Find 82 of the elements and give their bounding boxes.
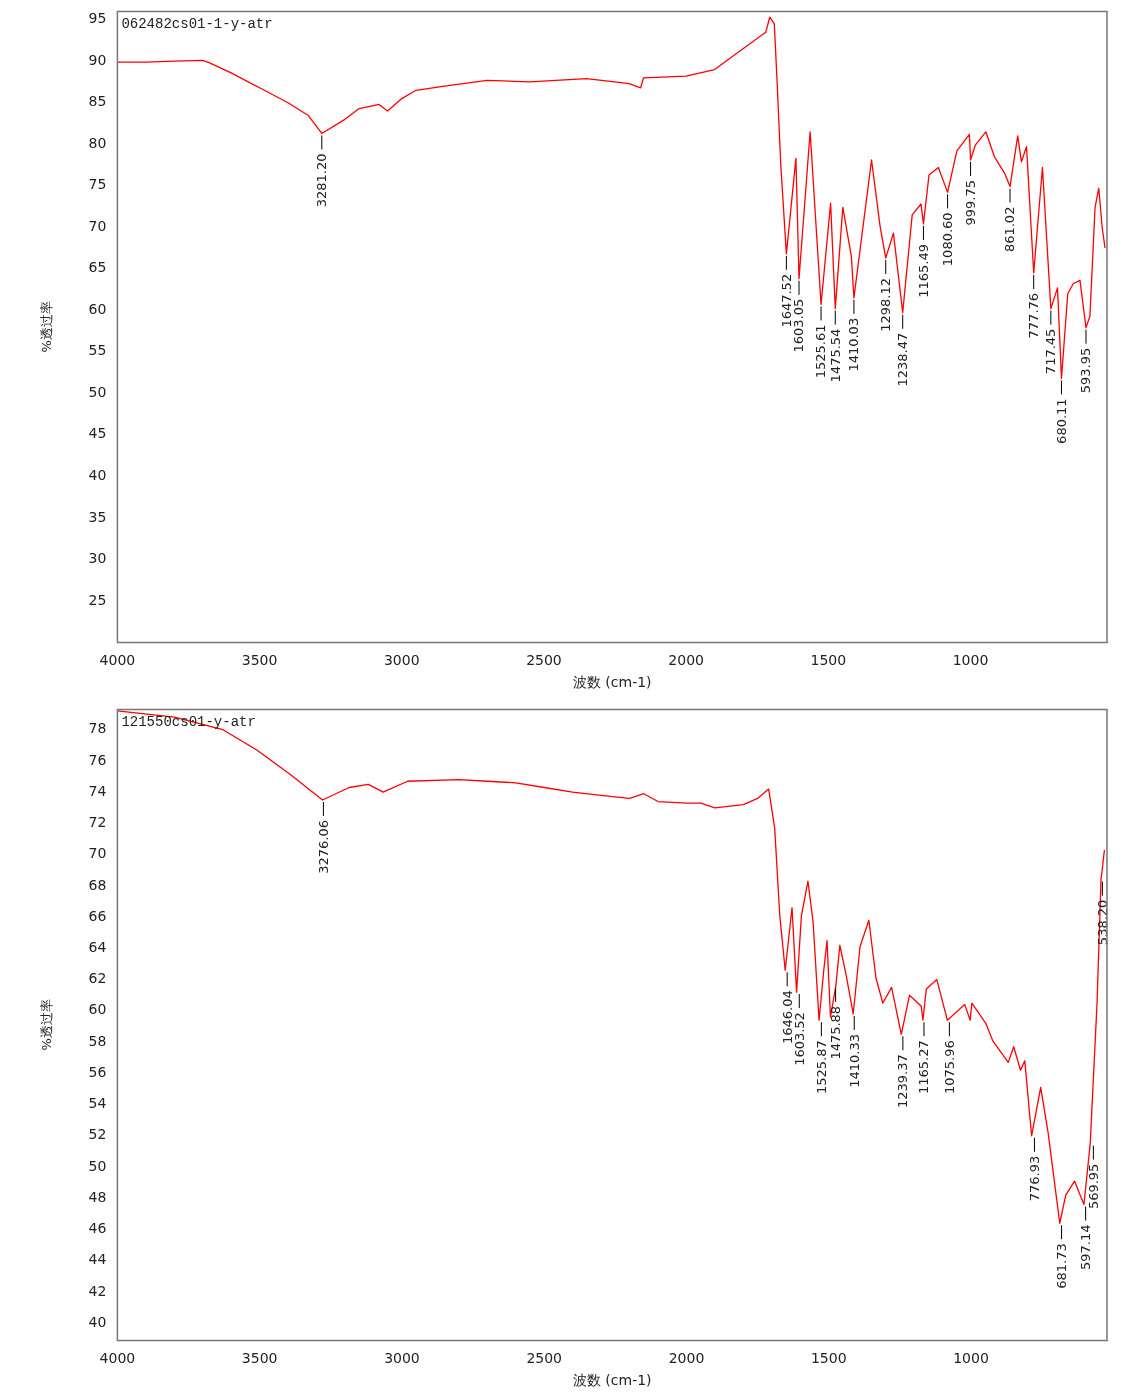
- annotation: 1165.27: [916, 1040, 932, 1094]
- y-tick-label: 58: [88, 1032, 107, 1049]
- y-axis-title: %透过率: [39, 301, 55, 353]
- annotation: 1603.05: [791, 298, 807, 353]
- annotation: 1410.03: [846, 317, 862, 372]
- y-tick-label: 42: [88, 1282, 107, 1299]
- annotation: 776.93: [1026, 1155, 1042, 1202]
- annotation: 569.95: [1085, 1163, 1101, 1210]
- y-tick-label: 64: [88, 939, 107, 956]
- y-tick-label: 70: [88, 217, 107, 234]
- x-tick-label: 1500: [810, 652, 847, 669]
- y-tick-label: 55: [88, 342, 107, 359]
- y-tick-label: 40: [88, 1313, 107, 1330]
- y-axis-title: %透过率: [39, 999, 55, 1051]
- annotation: 538.20: [1094, 899, 1110, 946]
- annotation: 1239.37: [895, 1054, 911, 1109]
- annotation: 1525.87: [813, 1040, 829, 1094]
- y-tick-label: 48: [88, 1188, 107, 1205]
- annotation: 1165.49: [915, 243, 931, 298]
- annotation: 1410.33: [846, 1033, 862, 1088]
- annotation: 3276.06: [315, 819, 331, 874]
- x-tick-label: 4000: [99, 652, 136, 669]
- y-tick-label: 90: [88, 51, 107, 68]
- y-tick-label: 74: [88, 782, 107, 799]
- y-tick-label: 60: [88, 300, 107, 317]
- annotation: 861.02: [1002, 206, 1018, 253]
- annotation: 597.14: [1078, 1224, 1093, 1271]
- x-tick-label: 3000: [383, 652, 420, 669]
- y-tick-label: 45: [88, 425, 107, 442]
- x-tick-label: 1000: [952, 652, 989, 669]
- x-tick-label: 2000: [668, 1350, 705, 1367]
- x-axis-title: 波数 (cm-1): [572, 1372, 652, 1389]
- y-tick-label: 50: [88, 383, 107, 400]
- x-tick-label: 2000: [668, 652, 704, 669]
- x-tick-label: 4000: [99, 1350, 136, 1367]
- y-tick-label: 68: [88, 876, 107, 893]
- y-tick-label: 46: [88, 1220, 107, 1237]
- annotation: 1075.96: [941, 1040, 957, 1094]
- annotation: 681.73: [1053, 1243, 1069, 1289]
- y-tick-label: 66: [88, 907, 107, 924]
- y-tick-label: 95: [88, 10, 107, 27]
- x-tick-label: 2500: [526, 652, 562, 669]
- y-tick-label: 75: [88, 176, 107, 193]
- x-axis-title: 波数 (cm-1): [572, 674, 652, 691]
- y-tick-label: 52: [88, 1126, 107, 1143]
- annotation: 1298.12: [878, 277, 894, 332]
- annotation: 1647.52: [778, 273, 794, 328]
- y-tick-label: 76: [88, 751, 107, 768]
- y-tick-label: 60: [88, 1001, 107, 1018]
- y-tick-label: 44: [88, 1251, 107, 1268]
- x-tick-label: 2500: [526, 1350, 563, 1367]
- annotation: 593.95: [1078, 347, 1094, 394]
- y-tick-label: 80: [88, 134, 107, 151]
- y-tick-label: 54: [88, 1095, 107, 1112]
- annotation: 1525.61: [813, 324, 829, 379]
- y-tick-label: 40: [88, 466, 107, 483]
- y-tick-label: 56: [88, 1063, 107, 1080]
- x-tick-label: 3500: [241, 1350, 278, 1367]
- y-tick-label: 25: [88, 591, 107, 608]
- annotation: 717.45: [1043, 328, 1059, 375]
- x-tick-label: 1000: [953, 1350, 989, 1367]
- y-tick-label: 30: [88, 550, 107, 567]
- annotation: 1080.60: [939, 212, 955, 267]
- x-tick-label: 3500: [241, 652, 278, 669]
- annotation: 777.76: [1026, 292, 1042, 339]
- y-tick-label: 62: [88, 970, 107, 987]
- y-tick-label: 35: [88, 508, 107, 525]
- annotation: 3281.20: [314, 153, 330, 208]
- y-tick-label: 70: [88, 845, 107, 862]
- y-tick-label: 85: [88, 93, 107, 110]
- chart-title: 062482cs01-1-y-atr: [121, 16, 273, 33]
- y-tick-label: 72: [88, 814, 107, 831]
- x-tick-label: 3000: [384, 1350, 420, 1367]
- x-tick-label: 1500: [810, 1350, 847, 1367]
- y-tick-label: 50: [88, 1157, 107, 1174]
- y-tick-label: 78: [88, 720, 107, 737]
- annotation: 999.75: [962, 180, 978, 226]
- annotation: 1475.54: [827, 328, 843, 383]
- y-tick-label: 65: [88, 259, 107, 276]
- annotation: 1238.47: [895, 332, 911, 387]
- annotation: 1475.88: [827, 1005, 843, 1060]
- annotation: 680.11: [1053, 398, 1069, 444]
